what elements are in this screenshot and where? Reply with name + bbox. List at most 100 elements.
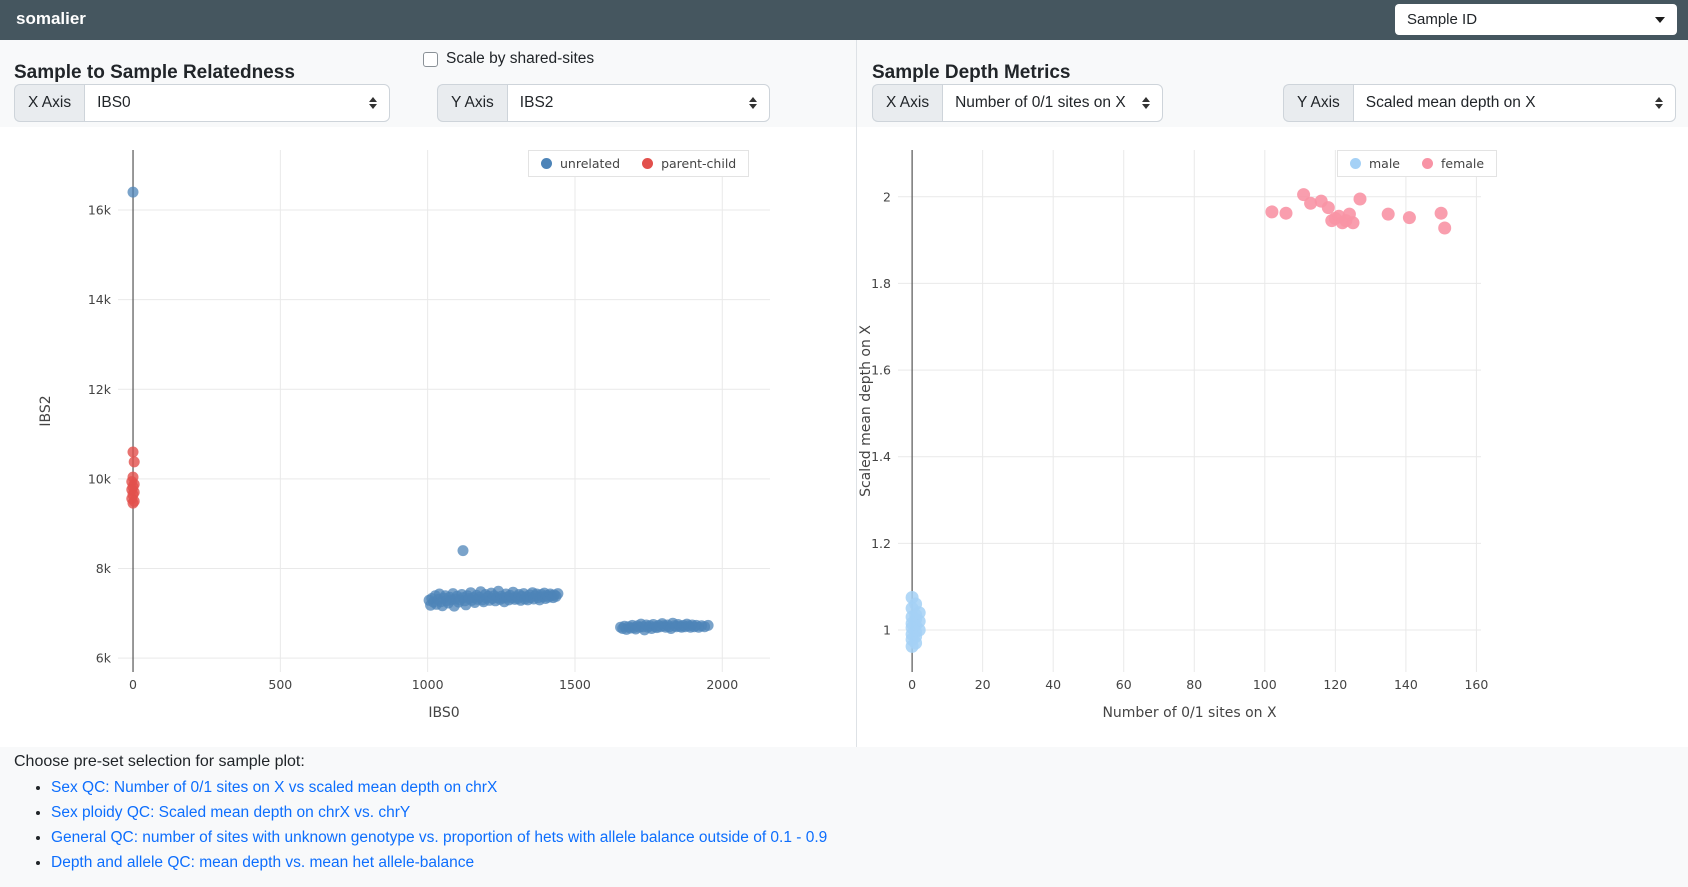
- data-point[interactable]: [127, 186, 139, 198]
- legend-dot-icon: [1350, 158, 1361, 169]
- scale-by-shared-sites-checkbox-group[interactable]: Scale by shared-sites: [423, 50, 594, 68]
- svg-text:6k: 6k: [96, 651, 112, 666]
- legend-item[interactable]: male: [1350, 156, 1400, 171]
- data-point[interactable]: [1346, 216, 1360, 230]
- chevron-down-icon: [1655, 16, 1665, 23]
- svg-text:8k: 8k: [96, 561, 112, 576]
- relatedness-plot-canvas[interactable]: 6k 8k 10k 12k 14k 16k 0 500 1000 1500 2000 IBS0 IBS2: [0, 127, 856, 747]
- right-x-axis-value: Number of 0/1 sites on X: [955, 94, 1126, 111]
- preset-link-general-qc[interactable]: General QC: number of sites with unknown…: [51, 829, 828, 846]
- right-x-axis-select[interactable]: Number of 0/1 sites on X: [942, 84, 1163, 122]
- svg-text:Number of 0/1 sites on X: Number of 0/1 sites on X: [1102, 705, 1277, 721]
- left-y-axis-select[interactable]: IBS2: [506, 84, 770, 122]
- list-item: General QC: number of sites with unknown…: [51, 829, 827, 847]
- legend-item[interactable]: female: [1422, 156, 1484, 171]
- svg-text:1.8: 1.8: [871, 276, 891, 291]
- updown-icon: [361, 97, 377, 109]
- svg-text:16k: 16k: [88, 203, 112, 218]
- preset-link-sex-qc[interactable]: Sex QC: Number of 0/1 sites on X vs scal…: [51, 779, 498, 796]
- left-y-axis-value: IBS2: [519, 94, 554, 111]
- svg-text:1.2: 1.2: [871, 536, 891, 551]
- svg-text:12k: 12k: [88, 382, 112, 397]
- svg-text:0: 0: [129, 677, 137, 692]
- updown-icon: [1134, 97, 1150, 109]
- app-brand: somalier: [16, 9, 86, 28]
- data-point[interactable]: [905, 639, 919, 653]
- left-x-axis-group: X Axis IBS0: [14, 84, 390, 122]
- data-point[interactable]: [1402, 211, 1416, 225]
- svg-text:1.6: 1.6: [871, 363, 891, 378]
- sample-id-select-value: Sample ID: [1407, 11, 1478, 28]
- svg-text:140: 140: [1394, 677, 1418, 692]
- data-point[interactable]: [1304, 196, 1318, 210]
- right-x-axis-group: X Axis Number of 0/1 sites on X: [872, 84, 1163, 122]
- right-y-axis-addon: Y Axis: [1283, 84, 1353, 122]
- data-point[interactable]: [1297, 188, 1311, 202]
- data-point[interactable]: [1438, 221, 1452, 235]
- svg-text:100: 100: [1253, 677, 1277, 692]
- data-point[interactable]: [1434, 206, 1448, 220]
- left-x-axis-value: IBS0: [97, 94, 131, 111]
- data-point[interactable]: [1279, 206, 1293, 220]
- legend-item[interactable]: parent-child: [642, 156, 736, 171]
- depth-metrics-scatter-plot[interactable]: 1 1.2 1.4 1.6 1.8 2 0 20 40 60 80 100 120 140 160 Numbe…: [857, 127, 1688, 747]
- svg-text:0: 0: [908, 677, 916, 692]
- svg-text:2000: 2000: [706, 677, 738, 692]
- right-y-axis-select[interactable]: Scaled mean depth on X: [1352, 84, 1676, 122]
- svg-text:20: 20: [975, 677, 991, 692]
- legend-dot-icon: [541, 158, 552, 169]
- legend-dot-icon: [642, 158, 654, 169]
- list-item: Depth and allele QC: mean depth vs. mean…: [51, 854, 827, 872]
- depth-plot-legend[interactable]: male female: [1337, 150, 1498, 177]
- svg-text:IBS2: IBS2: [38, 395, 54, 426]
- depth-plot-canvas[interactable]: 11.21.41.61.820 20 40 60 80 100 120 140 160Numbe…: [857, 127, 1688, 747]
- data-point[interactable]: [128, 456, 140, 468]
- legend-item[interactable]: unrelated: [541, 156, 620, 171]
- data-point[interactable]: [1265, 205, 1279, 219]
- svg-text:1000: 1000: [412, 677, 444, 692]
- right-y-axis-group: Y Axis Scaled mean depth on X: [1283, 84, 1676, 122]
- svg-text:500: 500: [268, 677, 292, 692]
- scale-by-shared-sites-checkbox[interactable]: [423, 51, 438, 67]
- panel-divider: [856, 40, 857, 747]
- right-x-axis-addon: X Axis: [872, 84, 943, 122]
- svg-text:IBS0: IBS0: [428, 705, 459, 721]
- relatedness-plot-legend[interactable]: unrelated parent-child: [528, 150, 750, 177]
- right-y-axis-value: Scaled mean depth on X: [1365, 94, 1536, 111]
- relatedness-scatter-plot[interactable]: 6k 8k 10k 12k 14k 16k 0 500 1000 1500 2000 IBS0 IBS2…: [0, 127, 856, 747]
- preset-link-depth-allele-qc[interactable]: Depth and allele QC: mean depth vs. mean…: [51, 854, 475, 871]
- list-item: Sex QC: Number of 0/1 sites on X vs scal…: [51, 779, 827, 797]
- left-y-axis-group: Y Axis IBS2: [437, 84, 770, 122]
- sample-id-select[interactable]: Sample ID: [1395, 4, 1677, 35]
- svg-text:1: 1: [883, 622, 891, 637]
- updown-icon: [1647, 97, 1663, 109]
- data-point[interactable]: [552, 588, 564, 600]
- legend-label: unrelated: [560, 156, 621, 171]
- scale-by-shared-sites-label: Scale by shared-sites: [446, 50, 595, 67]
- preset-link-list: Sex QC: Number of 0/1 sites on X vs scal…: [14, 772, 827, 879]
- svg-text:2: 2: [883, 189, 891, 204]
- data-point[interactable]: [702, 619, 714, 631]
- left-panel-title: Sample to Sample Relatedness: [14, 61, 295, 83]
- right-panel-title: Sample Depth Metrics: [872, 61, 1071, 83]
- svg-text:1500: 1500: [559, 677, 591, 692]
- svg-text:1.4: 1.4: [871, 449, 891, 464]
- svg-text:60: 60: [1116, 677, 1132, 692]
- preset-link-sex-ploidy-qc[interactable]: Sex ploidy QC: Scaled mean depth on chrX…: [51, 804, 411, 821]
- svg-text:80: 80: [1186, 677, 1202, 692]
- svg-text:40: 40: [1045, 677, 1061, 692]
- svg-text:10k: 10k: [88, 471, 112, 486]
- data-point[interactable]: [127, 446, 139, 458]
- data-point[interactable]: [1381, 207, 1395, 221]
- data-point[interactable]: [1321, 201, 1335, 215]
- legend-label: male: [1369, 156, 1400, 171]
- legend-label: parent-child: [661, 156, 737, 171]
- updown-icon: [741, 97, 757, 109]
- left-x-axis-select[interactable]: IBS0: [84, 84, 390, 122]
- svg-text:Scaled mean depth on X: Scaled mean depth on X: [858, 325, 874, 497]
- data-point[interactable]: [457, 545, 469, 557]
- data-point[interactable]: [127, 497, 139, 509]
- left-x-axis-addon: X Axis: [14, 84, 85, 122]
- data-point[interactable]: [1353, 192, 1367, 206]
- preset-heading: Choose pre-set selection for sample plot…: [14, 753, 305, 770]
